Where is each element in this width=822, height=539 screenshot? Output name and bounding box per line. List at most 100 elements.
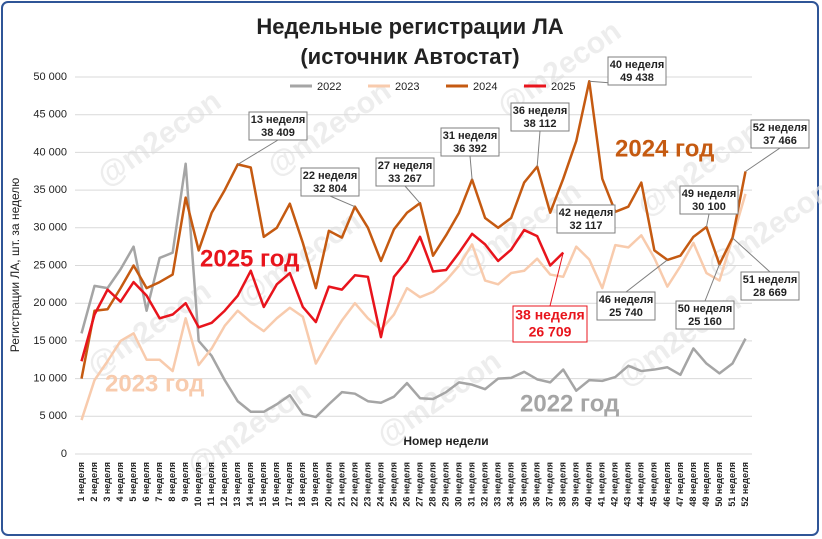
x-tick-label: 24 неделя (375, 462, 385, 507)
x-tick-label: 42 неделя (610, 462, 620, 507)
x-tick-label: 15 неделя (258, 462, 268, 507)
y-tick-label: 40 000 (33, 146, 67, 158)
data-label: 32 117 (569, 220, 602, 232)
x-tick-label: 34 неделя (506, 462, 516, 507)
x-tick-label: 11 неделя (206, 462, 216, 506)
x-tick-label: 4 неделя (115, 462, 125, 502)
callout-leader (745, 147, 781, 172)
y-tick-label: 0 (61, 448, 67, 460)
x-tick-label: 23 неделя (362, 462, 372, 507)
x-tick-label: 48 неделя (688, 462, 698, 507)
x-axis-label: Номер недели (403, 434, 488, 448)
callout-leader (704, 264, 720, 302)
x-tick-label: 5 неделя (128, 462, 138, 502)
legend-label: 2023 (395, 81, 419, 93)
callout-box (375, 157, 435, 187)
x-tick-label: 26 неделя (401, 462, 411, 507)
x-tick-label: 21 неделя (336, 462, 346, 507)
x-tick-label: 25 неделя (388, 462, 398, 507)
series-annotation: 2025 год (200, 245, 299, 272)
y-tick-label: 45 000 (33, 109, 67, 121)
x-tick-label: 43 неделя (623, 462, 633, 507)
callout-box (512, 305, 588, 343)
callout-week: 13 неделя (251, 114, 306, 126)
y-tick-label: 50 000 (33, 71, 67, 83)
callout-box (679, 185, 739, 215)
x-tick-label: 18 неделя (297, 462, 307, 507)
chart-subtitle: (источник Автостат) (300, 44, 519, 69)
x-tick-label: 40 неделя (584, 462, 594, 507)
data-label: 25 160 (688, 316, 722, 328)
x-tick-label: 47 неделя (675, 462, 685, 507)
data-label: 49 438 (620, 72, 654, 84)
legend-label: 2024 (473, 81, 497, 93)
x-tick-label: 37 неделя (545, 462, 555, 507)
x-tick-label: 1 неделя (76, 462, 86, 502)
x-tick-label: 41 неделя (597, 462, 607, 507)
x-tick-label: 8 неделя (167, 462, 177, 502)
x-tick-label: 46 неделя (662, 462, 672, 507)
callout-week: 46 неделя (599, 294, 654, 306)
y-tick-label: 25 000 (33, 259, 67, 271)
x-tick-label: 33 неделя (493, 462, 503, 507)
callout-leader (625, 259, 668, 293)
chart-title: Недельные регистрации ЛА (256, 14, 563, 39)
x-tick-label: 29 неделя (440, 462, 450, 507)
x-tick-label: 14 неделя (245, 462, 255, 507)
series-line (80, 228, 565, 362)
callout-leader (404, 185, 421, 204)
callout-week: 42 неделя (559, 207, 614, 219)
callout-week: 52 неделя (753, 122, 808, 134)
x-tick-label: 6 неделя (141, 462, 151, 502)
x-tick-label: 27 неделя (414, 462, 424, 507)
x-tick-label: 36 неделя (532, 462, 542, 507)
x-tick-label: 35 неделя (519, 462, 529, 507)
x-tick-label: 9 неделя (180, 462, 190, 502)
x-tick-label: 44 неделя (636, 462, 646, 507)
callout-week: 51 неделя (743, 274, 798, 286)
data-label: 28 669 (753, 287, 787, 299)
x-tick-label: 30 неделя (453, 462, 463, 507)
x-tick-label: 31 неделя (466, 462, 476, 507)
x-tick-label: 20 неделя (323, 462, 333, 507)
callout-box (510, 102, 570, 132)
callout-week: 36 неделя (513, 105, 568, 117)
x-tick-label: 51 неделя (727, 462, 737, 507)
callout-leader (705, 213, 710, 228)
callout-box (675, 300, 735, 330)
callout-leader (549, 252, 564, 307)
y-tick-label: 20 000 (33, 297, 67, 309)
series-line (80, 162, 747, 419)
callout-box (596, 291, 656, 321)
callout-leader (237, 139, 279, 165)
x-tick-label: 39 неделя (571, 462, 581, 507)
x-tick-label: 52 неделя (740, 462, 750, 507)
callout-box (248, 111, 308, 141)
data-label: 37 466 (763, 135, 797, 147)
x-tick-label: 12 неделя (219, 462, 229, 507)
series-line (80, 79, 747, 379)
callout-week: 22 неделя (303, 170, 358, 182)
y-tick-label: 15 000 (33, 335, 67, 347)
callout-week: 50 неделя (678, 303, 733, 315)
callout-leader (469, 155, 473, 180)
y-tick-label: 35 000 (33, 184, 67, 196)
data-label: 33 267 (388, 173, 422, 185)
callout-box (440, 127, 500, 157)
legend-label: 2022 (317, 81, 341, 93)
series-annotation: 2023 год (105, 370, 204, 397)
data-label: 25 740 (609, 307, 643, 319)
x-tick-label: 13 неделя (232, 462, 242, 507)
x-tick-label: 2 неделя (89, 462, 99, 502)
callout-box (300, 167, 360, 197)
callout-week: 40 неделя (610, 59, 665, 71)
callout-box (740, 271, 800, 301)
data-label: 30 100 (692, 201, 726, 213)
callout-box (750, 119, 810, 149)
data-label: 38 112 (523, 118, 556, 130)
x-tick-label: 22 неделя (349, 462, 359, 507)
x-tick-label: 50 неделя (714, 462, 724, 507)
data-label: 36 392 (453, 143, 487, 155)
